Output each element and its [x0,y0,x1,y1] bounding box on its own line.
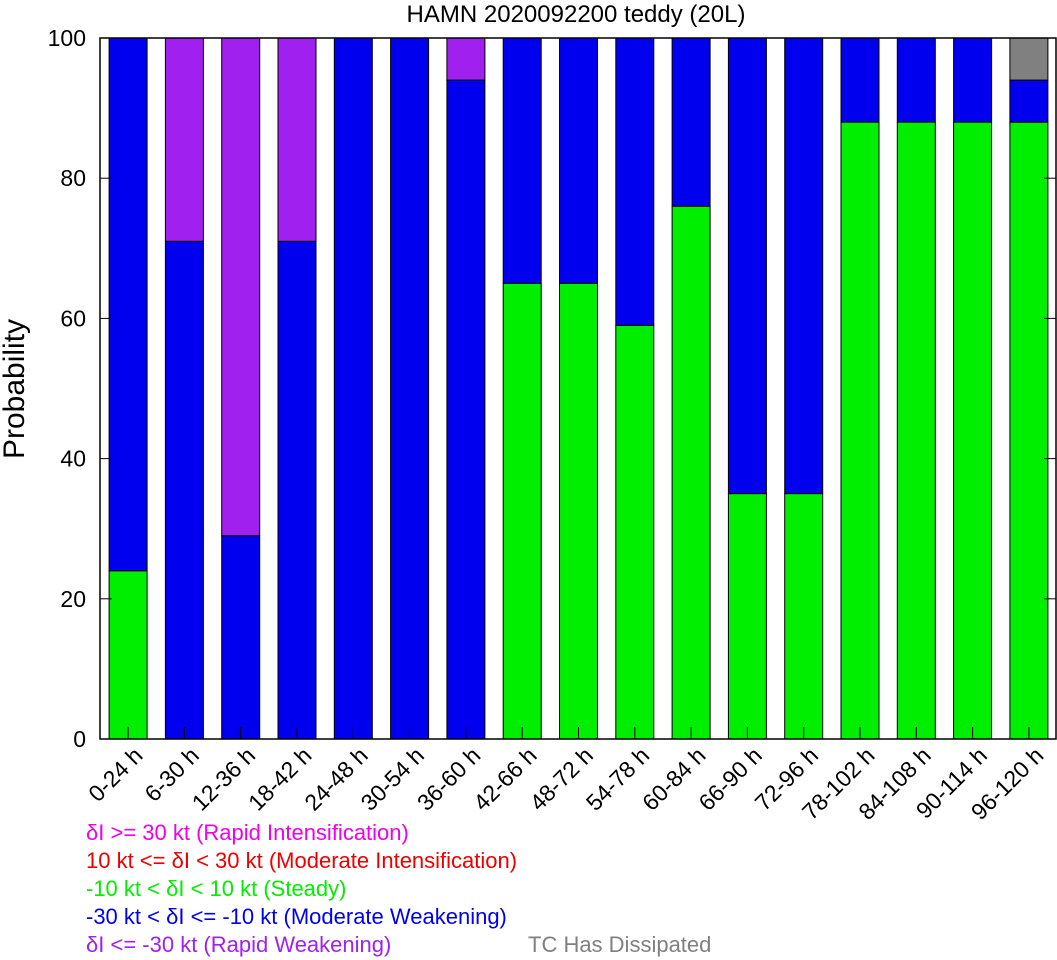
y-tick-label: 60 [60,305,86,331]
y-tick-label: 80 [60,165,86,191]
bar-segment [164,37,204,242]
legend-rapid-intensification-label: δI >= 30 kt (Rapid Intensification) [86,820,409,845]
legend-dissipated-label: TC Has Dissipated [528,932,712,957]
bar-segment [896,37,936,123]
bar-segment [277,37,317,242]
legend-rapid-weakening: δI <= -30 kt (Rapid Weakening) [86,931,391,959]
bar-segment [446,79,486,740]
bar-segment [953,121,993,740]
bar-segment [164,240,204,740]
bar-segment [1009,37,1049,81]
legend-moderate-intensification-label: 10 kt <= δI < 30 kt (Moderate Intensific… [86,848,518,873]
y-tick-label: 20 [60,586,86,612]
bar-segment [502,282,542,740]
y-tick-label: 100 [48,25,86,51]
legend-rapid-intensification: δI >= 30 kt (Rapid Intensification) [86,819,409,847]
bar-segment [671,37,711,207]
bar-segment [840,37,880,123]
bar-segment [390,37,430,740]
bar-segment [502,37,542,284]
bar-segment [1009,79,1049,123]
legend-rapid-weakening-label: δI <= -30 kt (Rapid Weakening) [86,932,392,957]
axes-group [99,37,1057,740]
bar-segment [333,37,373,740]
plot-frame [99,37,1057,740]
bar-segment [1009,121,1049,740]
bar-segment [671,205,711,740]
bar-segment [615,37,655,326]
x-tick-label: 0-24 h [83,742,148,807]
legend-steady: -10 kt < δI < 10 kt (Steady) [86,875,346,903]
bar-segment [784,37,824,495]
bar-segment [559,37,598,284]
y-axis-label: Probability [0,319,31,459]
bar-segment [727,37,767,495]
bar-segment [615,324,655,740]
legend-dissipated: TC Has Dissipated [528,931,711,959]
bar-segment [559,282,598,740]
legend-moderate-weakening-label: -30 kt < δI <= -10 kt (Moderate Weakenin… [86,904,507,929]
chart-title: HAMN 2020092200 teddy (20L) [407,1,746,28]
y-tick-label: 0 [73,726,86,752]
bar-segment [108,570,148,740]
legend-moderate-intensification: 10 kt <= δI < 30 kt (Moderate Intensific… [86,847,517,875]
bar-segment [221,37,261,537]
y-tick-label: 40 [60,446,86,472]
bar-segment [840,121,880,740]
bar-segment [953,37,993,123]
bars-group [108,37,1049,740]
bar-segment [727,493,767,740]
bar-segment [446,37,486,81]
legend-steady-label: -10 kt < δI < 10 kt (Steady) [86,876,347,901]
bar-segment [784,493,824,740]
legend-moderate-weakening: -30 kt < δI <= -10 kt (Moderate Weakenin… [86,903,507,931]
bar-segment [221,535,261,740]
bar-segment [896,121,936,740]
bar-segment [108,37,148,572]
bar-segment [277,240,317,740]
